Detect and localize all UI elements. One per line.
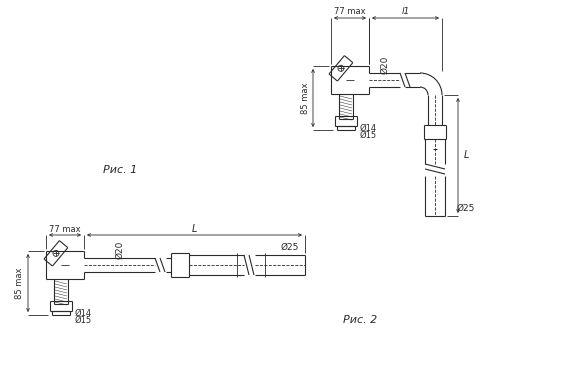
Text: Ø25: Ø25	[457, 204, 475, 212]
Text: Ø20: Ø20	[380, 56, 389, 74]
Text: Ø25: Ø25	[281, 243, 299, 251]
Text: Ø15: Ø15	[360, 131, 377, 139]
Text: Ø20: Ø20	[115, 241, 124, 259]
Text: L: L	[463, 151, 469, 160]
Text: Ø14: Ø14	[75, 308, 92, 318]
Text: 85 max: 85 max	[15, 267, 25, 299]
Text: Ø14: Ø14	[360, 124, 377, 132]
Text: Рис. 1: Рис. 1	[103, 165, 137, 175]
Text: l1: l1	[401, 7, 410, 17]
Text: L: L	[192, 224, 197, 234]
Text: Ø15: Ø15	[75, 315, 92, 325]
Text: Рис. 2: Рис. 2	[343, 315, 377, 325]
Text: 77 max: 77 max	[49, 224, 81, 234]
Text: 77 max: 77 max	[334, 7, 366, 17]
Text: 85 max: 85 max	[300, 82, 310, 114]
